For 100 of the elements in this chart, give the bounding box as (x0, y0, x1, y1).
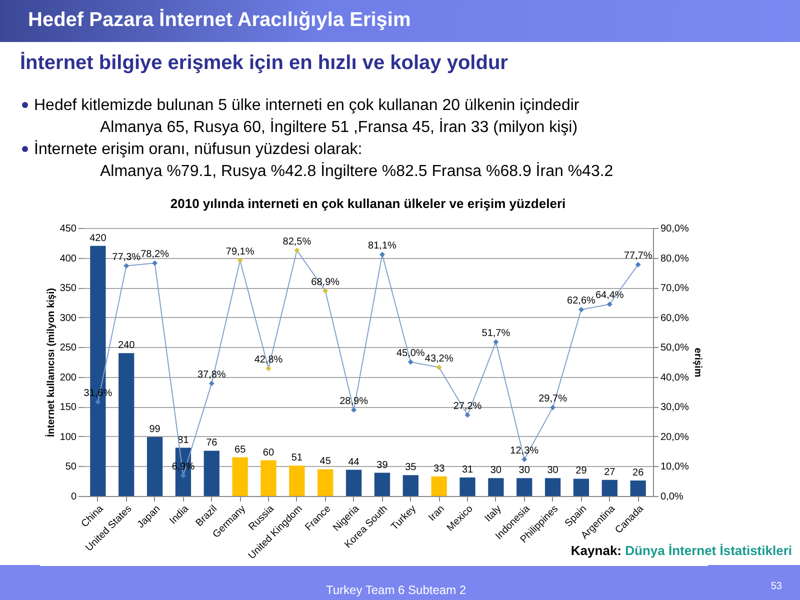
data-label: 42,8% (254, 354, 283, 366)
y2-tick-label: 40,0% (660, 372, 689, 384)
point (294, 248, 300, 254)
bar (289, 466, 305, 496)
bar (374, 472, 390, 496)
data-label: 79,1% (226, 246, 254, 258)
text: Hedef kitlemizde bulunan 5 ülke interneti en çok kullanan 20 ülkenin içindedir (33, 97, 580, 115)
bar (460, 478, 476, 496)
point (152, 260, 158, 266)
data-label: 51,7% (482, 328, 510, 340)
y-tick-label: 250 (60, 342, 77, 354)
y-tick-label: 50 (65, 462, 77, 473)
y2-tick-label: 70,0% (660, 283, 689, 294)
data-label: 420 (90, 232, 107, 244)
data-label: 99 (149, 424, 161, 436)
y2-tick-label: 80,0% (660, 253, 689, 264)
bar (488, 478, 504, 496)
point (550, 404, 556, 410)
data-label: 78,2% (140, 249, 170, 260)
y2-tick-label: 10,0% (660, 462, 689, 473)
data-label: 12,3% (510, 445, 539, 456)
y-tick-label: 150 (60, 402, 77, 414)
data-label: 43,2% (424, 353, 454, 364)
data-label: 27,2% (453, 401, 482, 412)
data-label: 68,9% (311, 276, 340, 288)
data-label: 51 (291, 452, 303, 464)
data-label: 30 (518, 465, 530, 476)
y2-tick-label: 0,0% (660, 492, 684, 502)
text: Turkey Team 6 Subteam 2 (326, 583, 466, 597)
point (208, 380, 214, 386)
bar (146, 437, 163, 496)
y-tick-label: 100 (60, 432, 77, 443)
data-label: 64,4% (595, 290, 624, 302)
data-label: 28,9% (340, 396, 368, 407)
data-label: 31 (462, 464, 474, 476)
y-tick-label: 200 (60, 372, 77, 384)
data-label: 27 (604, 466, 616, 478)
y-tick-label: 400 (60, 253, 77, 264)
bar (118, 353, 134, 496)
bar (204, 450, 220, 496)
data-label: 45 (320, 456, 332, 468)
point (578, 306, 584, 312)
point (124, 263, 130, 269)
point (237, 258, 243, 264)
bar (346, 470, 362, 496)
bar (260, 460, 276, 496)
data-label: 35 (405, 462, 417, 474)
point (408, 359, 414, 365)
y2-tick-label: 20,0% (660, 432, 689, 443)
point (95, 399, 101, 405)
data-label: 45,0% (396, 348, 425, 359)
data-label: 76 (206, 438, 218, 449)
data-label: 26 (632, 468, 644, 479)
text: Almanya %79.1, Rusya %42.8 İngiltere %82.5 Fransa %68.9 İran %43.2 (100, 163, 614, 181)
chart-title: 2010 yılında interneti en çok kullanan ülkeler ve erişim yüzdeleri (170, 196, 566, 211)
y2-tick-label: 50,0% (660, 342, 689, 354)
data-label: 82,5% (282, 236, 312, 248)
data-label: 37,8% (197, 369, 226, 380)
data-label: 33 (434, 463, 446, 474)
data-label: 240 (118, 340, 136, 352)
data-label: 62,6% (567, 296, 596, 307)
data-label: 60 (262, 447, 274, 458)
text: Almanya 65, Rusya 60, İngiltere 51 ,Fransa 45, İran 33 (milyon kişi) (100, 119, 578, 137)
y-tick-label: 350 (60, 283, 77, 294)
y2-tick-label: 60,0% (660, 312, 689, 324)
point (322, 288, 328, 294)
bar (431, 476, 447, 496)
point (464, 412, 470, 418)
point (606, 301, 612, 307)
text: İnternet bilgiye erişmek için en hızlı ve kolay yoldur (20, 52, 508, 75)
bar (402, 475, 418, 496)
point (266, 366, 272, 372)
text: İnternete erişim oranı, nüfusun yüzdesi olarak: (33, 141, 362, 159)
y2-tick-label: 90,0% (660, 224, 689, 234)
point (436, 364, 442, 370)
data-label: 44 (348, 456, 360, 468)
text: Kaynak: Dünya İnternet İstatistikleri (570, 543, 792, 558)
y-axis-title: İnternet kullanıcısı (milyon kişi) (44, 288, 57, 437)
y2-axis-title: erişim (692, 348, 703, 378)
text: 53 (770, 581, 782, 592)
data-label: 65 (234, 444, 246, 456)
y-tick-label: 0 (70, 492, 77, 502)
data-label: 77,3% (112, 252, 141, 263)
data-label: 81,1% (368, 240, 396, 252)
y-tick-label: 300 (60, 312, 77, 324)
bar (630, 480, 646, 496)
data-label: 29,7% (538, 394, 568, 405)
bar (544, 478, 561, 496)
data-label: 29 (576, 466, 588, 477)
bar (516, 478, 532, 496)
point (379, 252, 385, 258)
data-label: 39 (376, 460, 388, 471)
bar (573, 478, 590, 496)
bar (602, 480, 618, 496)
point (522, 456, 528, 462)
data-label: 30 (490, 465, 502, 476)
x-tick-label: Iran (426, 504, 447, 524)
point (635, 262, 641, 268)
text: Hedef Pazara İnternet Aracılığıyla Erişim (28, 9, 411, 32)
point (351, 407, 357, 413)
